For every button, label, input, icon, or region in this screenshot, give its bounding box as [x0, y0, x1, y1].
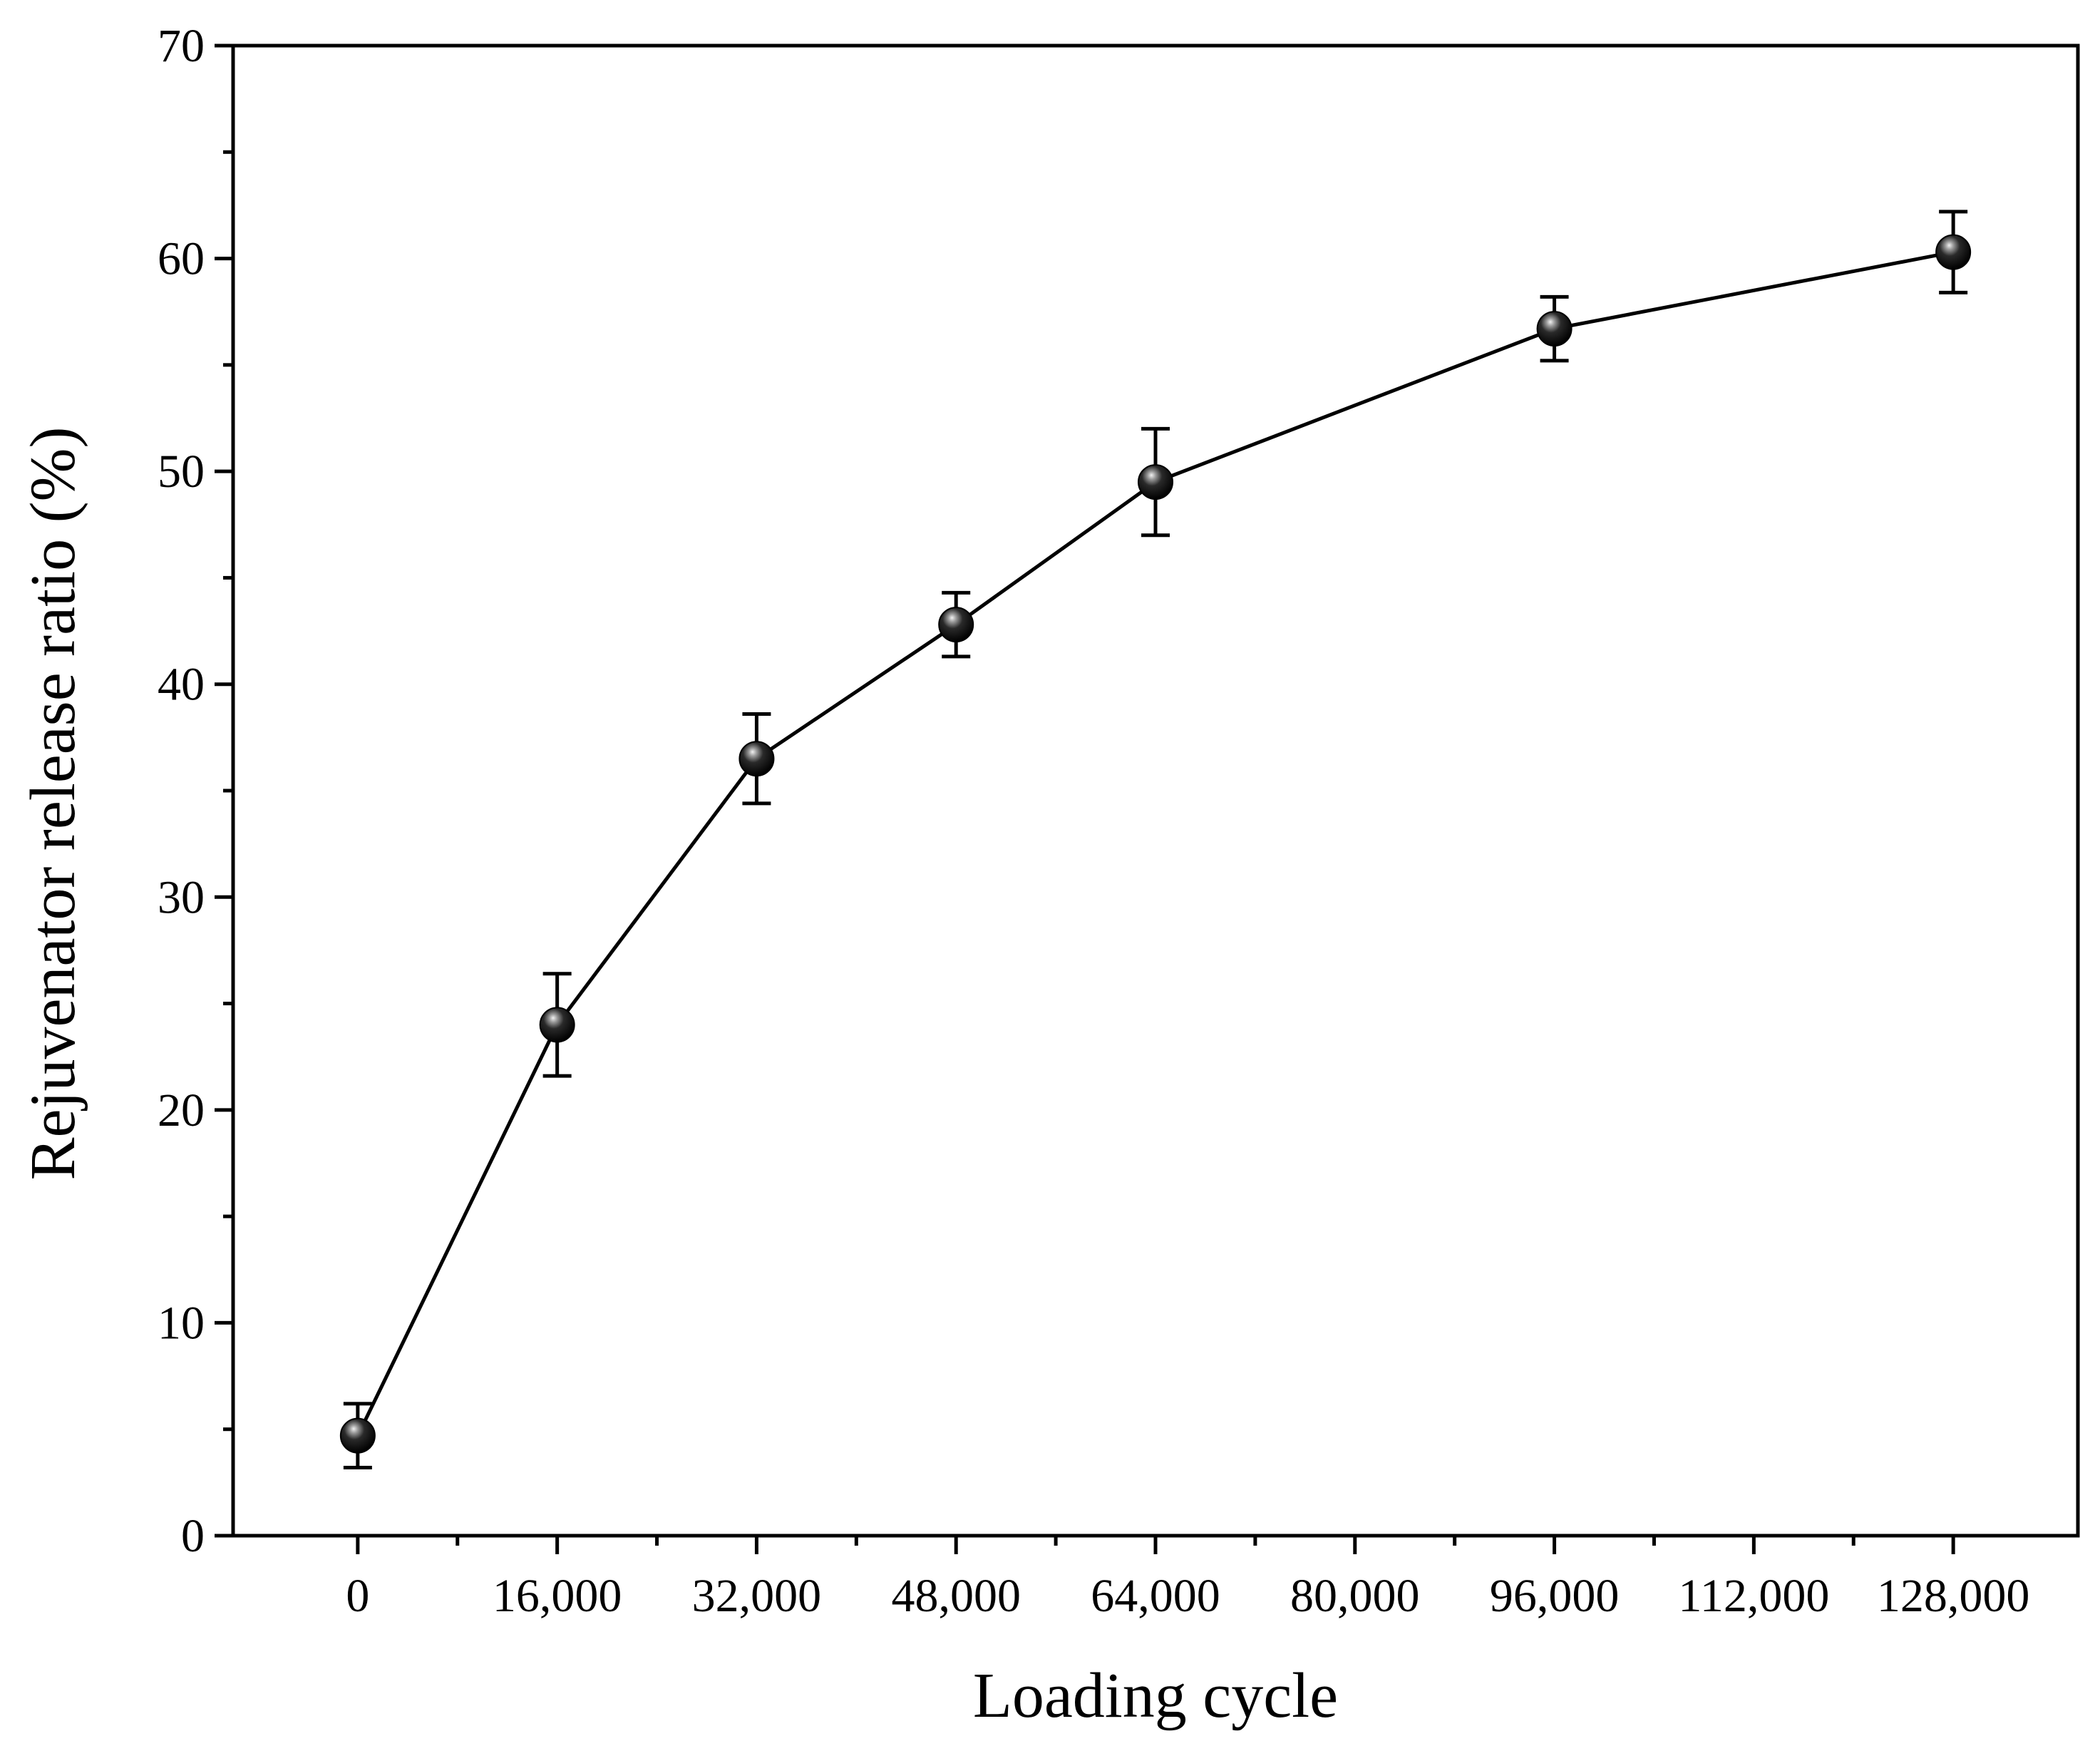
x-tick-label: 0: [346, 1570, 369, 1622]
y-tick-label: 40: [158, 659, 205, 711]
y-tick-label: 60: [158, 233, 205, 285]
x-axis-title: Loading cycle: [973, 1660, 1338, 1731]
data-point: [738, 741, 775, 777]
y-tick-label: 50: [158, 446, 205, 498]
x-tick-label: 32,000: [692, 1570, 822, 1622]
y-tick-label: 20: [158, 1084, 205, 1136]
plot-frame: [231, 43, 2080, 1538]
x-tick-label: 80,000: [1290, 1570, 1420, 1622]
x-tick-label: 48,000: [891, 1570, 1021, 1622]
data-point: [1536, 311, 1573, 347]
data-point: [539, 1007, 575, 1043]
y-tick-label: 30: [158, 871, 205, 923]
y-tick-label: 0: [181, 1510, 205, 1562]
x-tick-label: 128,000: [1877, 1570, 2030, 1622]
y-tick-label: 10: [158, 1297, 205, 1349]
x-tick-label: 112,000: [1678, 1570, 1829, 1622]
data-point: [1138, 464, 1173, 500]
x-tick-label: 64,000: [1091, 1570, 1220, 1622]
data-point: [1935, 234, 1972, 270]
data-point: [938, 607, 974, 643]
y-tick-label: 70: [158, 20, 205, 72]
y-axis-title: Rejuvenator release ratio (%): [18, 427, 88, 1181]
data-point: [339, 1417, 376, 1454]
x-tick-label: 96,000: [1490, 1570, 1620, 1622]
x-tick-label: 16,000: [493, 1570, 622, 1622]
plot-area: 0 10 20 30 40 50 60 70 0 16,000 32,000 48,000 64,000…: [158, 20, 2080, 1622]
